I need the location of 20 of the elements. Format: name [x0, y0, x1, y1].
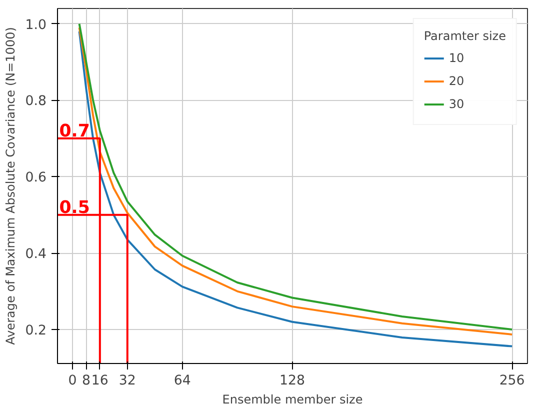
- x-tick-label: 32: [118, 374, 136, 388]
- x-tick-label: 64: [174, 374, 191, 388]
- legend-label: 20: [448, 74, 466, 88]
- y-tick-label: 1.0: [25, 18, 47, 33]
- y-tick-label: 0.4: [25, 247, 47, 262]
- annotation: 0.7: [59, 121, 90, 142]
- y-tick-label: 0.2: [25, 323, 47, 338]
- y-axis-title: Average of Maximum Absolute Covariance (N=1000): [3, 27, 18, 345]
- x-tick-label: 0: [68, 374, 77, 388]
- x-tick-label: 8: [82, 374, 90, 388]
- legend-label: 10: [448, 51, 466, 65]
- x-axis-title: Ensemble member size: [222, 392, 363, 406]
- y-tick-label: 0.8: [25, 94, 47, 110]
- x-tick-label: 256: [499, 374, 525, 388]
- annotation: 0.5: [59, 198, 90, 218]
- legend-title: Paramter size: [424, 29, 506, 43]
- legend-label: 30: [448, 97, 466, 111]
- y-tick-label: 0.6: [25, 170, 47, 186]
- x-tick-label: 128: [280, 374, 305, 388]
- x-tick-label: 16: [91, 374, 108, 388]
